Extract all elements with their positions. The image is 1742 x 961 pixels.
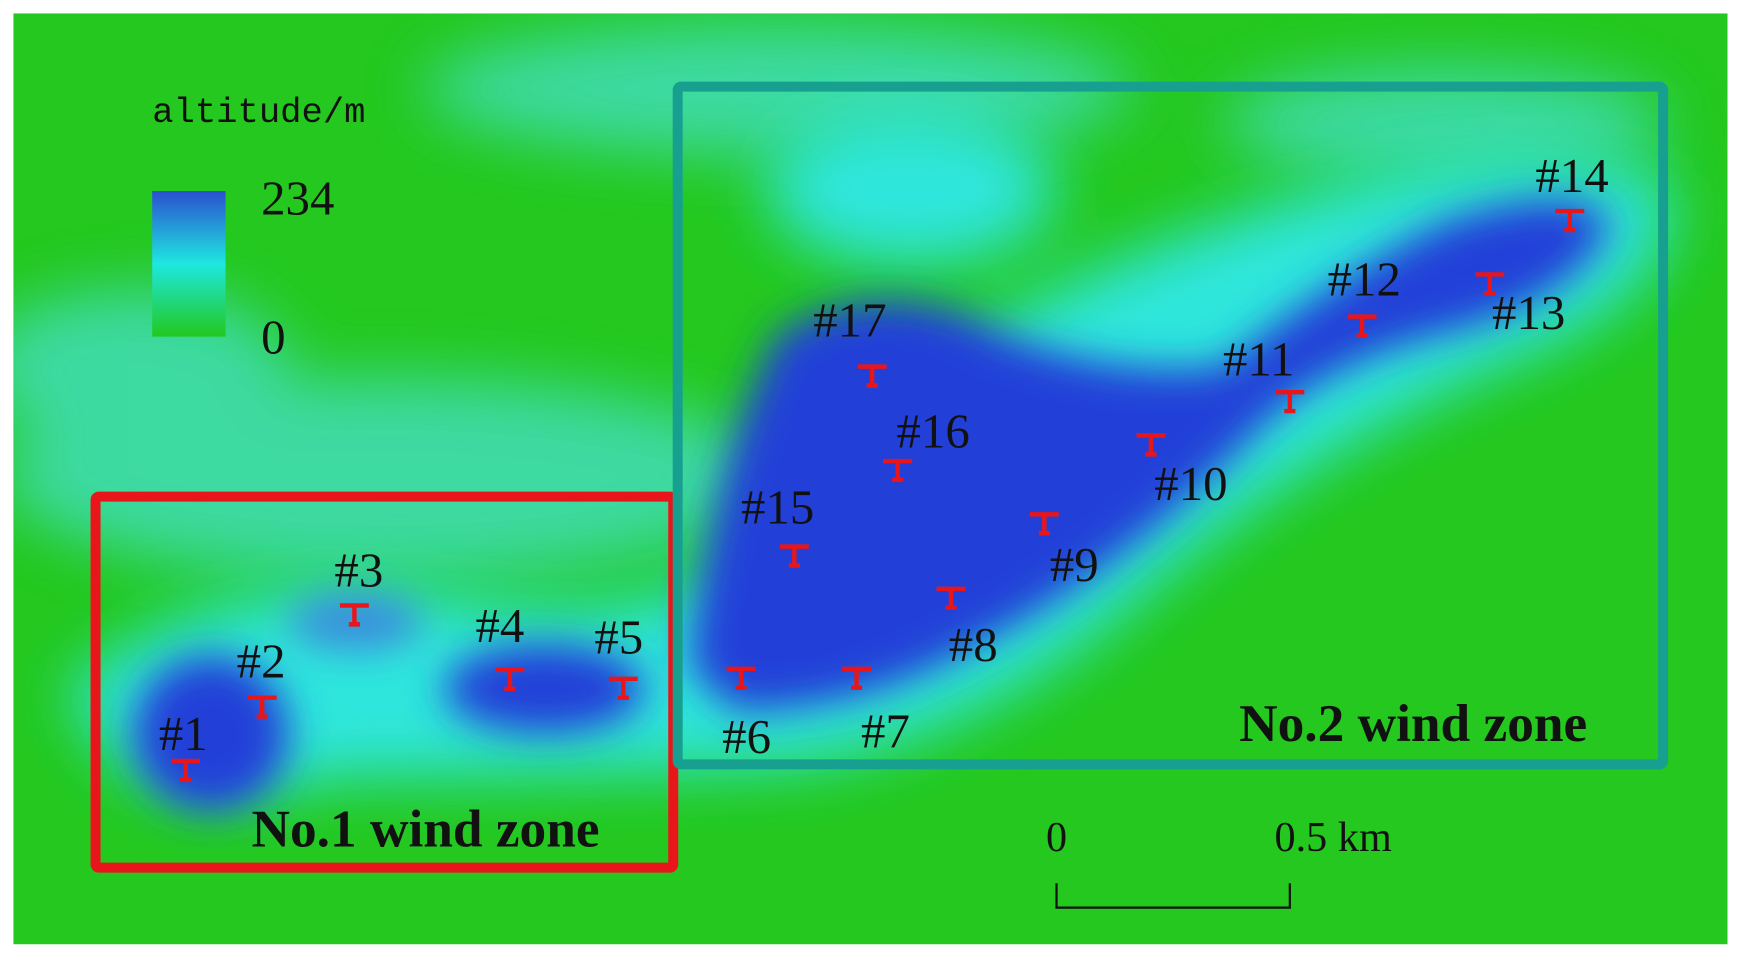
turbines: #1 #2 #3 #4 #5 #6 #7 #8 #9 #10 #11 #12 #13 #14 #15 #16 #… — [159, 148, 1609, 783]
zone-label: No.2 wind zone — [1239, 693, 1587, 753]
legend-title: altitude/m — [152, 92, 365, 133]
turbine-marker — [171, 758, 200, 783]
legend-max: 234 — [261, 170, 334, 225]
turbine-label: #17 — [813, 293, 886, 348]
turbine-marker — [857, 364, 887, 388]
turbine-marker — [883, 458, 913, 483]
turbine-label: #12 — [1328, 252, 1401, 307]
turbine-label: #9 — [1050, 537, 1099, 592]
turbine-marker — [247, 695, 277, 719]
turbine-marker — [779, 544, 809, 568]
turbine-label: #3 — [334, 543, 383, 598]
turbine-label: #4 — [475, 598, 524, 653]
turbine-label: #5 — [594, 609, 643, 664]
scale-start: 0 — [1046, 814, 1067, 861]
zone-label: No.1 wind zone — [251, 799, 599, 859]
turbine-label: #10 — [1154, 456, 1227, 511]
zone-2-frame — [672, 81, 1669, 770]
legend-min: 0 — [261, 309, 285, 364]
turbine-marker — [608, 676, 638, 700]
turbine-label: #6 — [722, 709, 771, 764]
color-bar — [152, 191, 226, 337]
turbine-marker — [1275, 389, 1305, 414]
turbine-label: #14 — [1535, 148, 1608, 203]
turbine-marker — [726, 666, 756, 690]
turbine-label: #7 — [861, 704, 910, 759]
turbine-marker — [1555, 208, 1585, 233]
turbine-marker — [1475, 272, 1505, 296]
scale-end: 0.5 km — [1275, 814, 1392, 861]
turbine-marker — [1136, 433, 1166, 457]
turbine-marker — [495, 667, 525, 692]
turbine-marker — [1029, 512, 1059, 536]
turbine-marker — [936, 586, 966, 610]
scale-bar — [1055, 883, 1291, 909]
turbine-label: #1 — [159, 706, 208, 761]
turbine-label: #2 — [237, 634, 286, 689]
turbine-label: #11 — [1223, 332, 1294, 387]
turbine-label: #15 — [741, 479, 814, 534]
turbine-label: #13 — [1492, 285, 1565, 340]
turbine-marker — [1347, 314, 1377, 338]
turbine-label: #16 — [897, 404, 970, 459]
turbine-marker — [842, 666, 872, 690]
turbine-marker — [339, 603, 369, 627]
turbine-label: #8 — [949, 617, 998, 672]
